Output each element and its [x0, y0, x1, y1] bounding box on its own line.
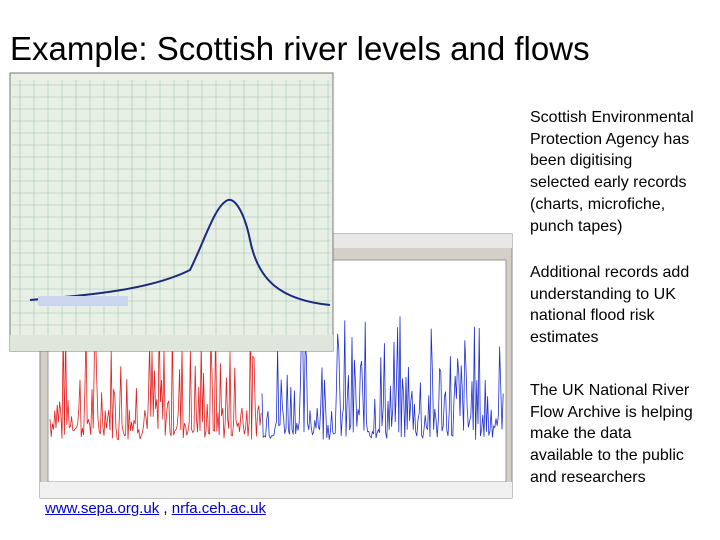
link[interactable]: www.sepa.org.uk [45, 500, 160, 517]
links: www.sepa.org.uk , nrfa.ceh.ac.uk [45, 500, 266, 517]
paragraph: Additional records add understanding to … [530, 264, 690, 347]
slide-title: Example: Scottish river levels and flows [10, 30, 590, 67]
link[interactable]: nrfa.ceh.ac.uk [171, 500, 266, 517]
decoration [49, 322, 262, 441]
paragraph: The UK National River Flow Archive is he… [530, 382, 693, 486]
chart-paper-photo [9, 72, 334, 352]
paragraph: Scottish Environmental Protection Agency… [530, 109, 694, 235]
separator: , [163, 500, 168, 517]
